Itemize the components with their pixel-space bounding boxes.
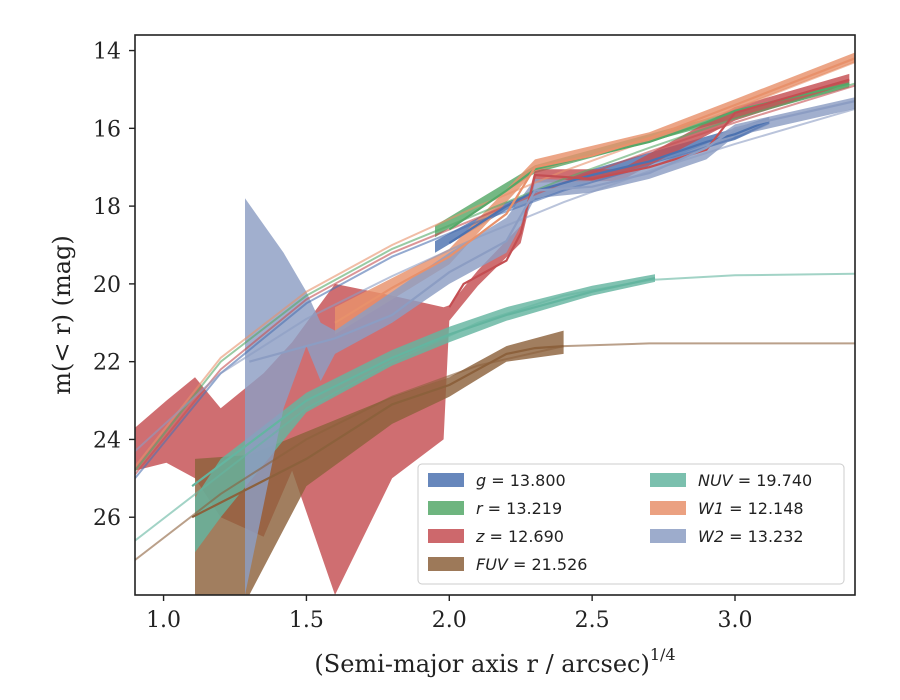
data-line-w1 xyxy=(334,57,855,324)
legend-swatch xyxy=(650,473,686,487)
y-axis-ticks: 14 16 18 20 22 24 26 xyxy=(93,40,135,531)
data-line-nuv xyxy=(191,277,656,487)
legend-swatch xyxy=(428,557,464,571)
legend-item-g: g = 13.800 xyxy=(428,471,566,490)
model-curve-w2 xyxy=(135,107,855,452)
data-line-fuv xyxy=(191,345,564,519)
band-nuv xyxy=(195,274,655,553)
y-tick-label: 16 xyxy=(93,117,121,142)
x-tick-label: 2.5 xyxy=(575,608,610,633)
y-tick-label: 14 xyxy=(93,40,121,65)
y-tick-label: 18 xyxy=(93,195,121,220)
y-tick-label: 22 xyxy=(93,351,121,376)
legend-label: g = 13.800 xyxy=(476,471,566,490)
x-tick-label: 1.0 xyxy=(146,608,181,633)
legend-item-r: r = 13.219 xyxy=(428,499,562,518)
legend-swatch xyxy=(650,501,686,515)
legend-label: r = 13.219 xyxy=(476,499,562,518)
model-curves xyxy=(135,61,855,561)
y-tick-label: 24 xyxy=(93,428,121,453)
legend-item-w2: W2 = 13.232 xyxy=(650,527,804,546)
model-curve-w1 xyxy=(135,61,855,468)
x-tick-label: 1.5 xyxy=(289,608,324,633)
model-curve-fuv xyxy=(135,342,855,561)
plot-frame xyxy=(134,34,856,596)
legend-box xyxy=(417,463,845,585)
model-curve-z xyxy=(135,84,855,476)
band-w1 xyxy=(335,52,855,335)
x-axis-label: (Semi-major axis r / arcsec)1/4 xyxy=(314,645,675,678)
data-line-z xyxy=(448,78,850,308)
band-g xyxy=(435,116,770,253)
data-line-w2 xyxy=(249,100,855,363)
legend-item-w1: W1 = 12.148 xyxy=(650,499,804,518)
legend-item-fuv: FUV = 21.526 xyxy=(428,555,587,574)
legend-swatch xyxy=(428,529,464,543)
model-curve-nuv xyxy=(135,272,855,542)
data-line-r xyxy=(448,82,850,231)
y-axis-label: m(< r) (mag) xyxy=(48,235,76,394)
x-tick-label: 3.0 xyxy=(718,608,753,633)
x-axis-ticks: 1.0 1.5 2.0 2.5 3.0 xyxy=(146,595,753,633)
y-tick-label: 20 xyxy=(93,273,121,298)
legend-swatch xyxy=(428,473,464,487)
x-tick-label: 2.0 xyxy=(432,608,467,633)
legend-label: NUV = 19.740 xyxy=(698,471,812,490)
legend-item-nuv: NUV = 19.740 xyxy=(650,471,812,490)
legend-label: W1 = 12.148 xyxy=(698,499,804,518)
band-w2 xyxy=(245,97,855,595)
legend: g = 13.800 r = 13.219 z = 12.690 FUV = 21.5… xyxy=(417,463,845,585)
legend-swatch xyxy=(428,501,464,515)
y-tick-label: 26 xyxy=(93,506,121,531)
legend-label: z = 12.690 xyxy=(475,527,564,546)
model-curve-r xyxy=(135,82,855,472)
legend-item-z: z = 12.690 xyxy=(428,527,564,546)
legend-label: W2 = 13.232 xyxy=(698,527,804,546)
legend-label: FUV = 21.526 xyxy=(476,555,587,574)
legend-swatch xyxy=(650,529,686,543)
data-line-g xyxy=(448,119,770,245)
data-lines xyxy=(191,57,855,519)
